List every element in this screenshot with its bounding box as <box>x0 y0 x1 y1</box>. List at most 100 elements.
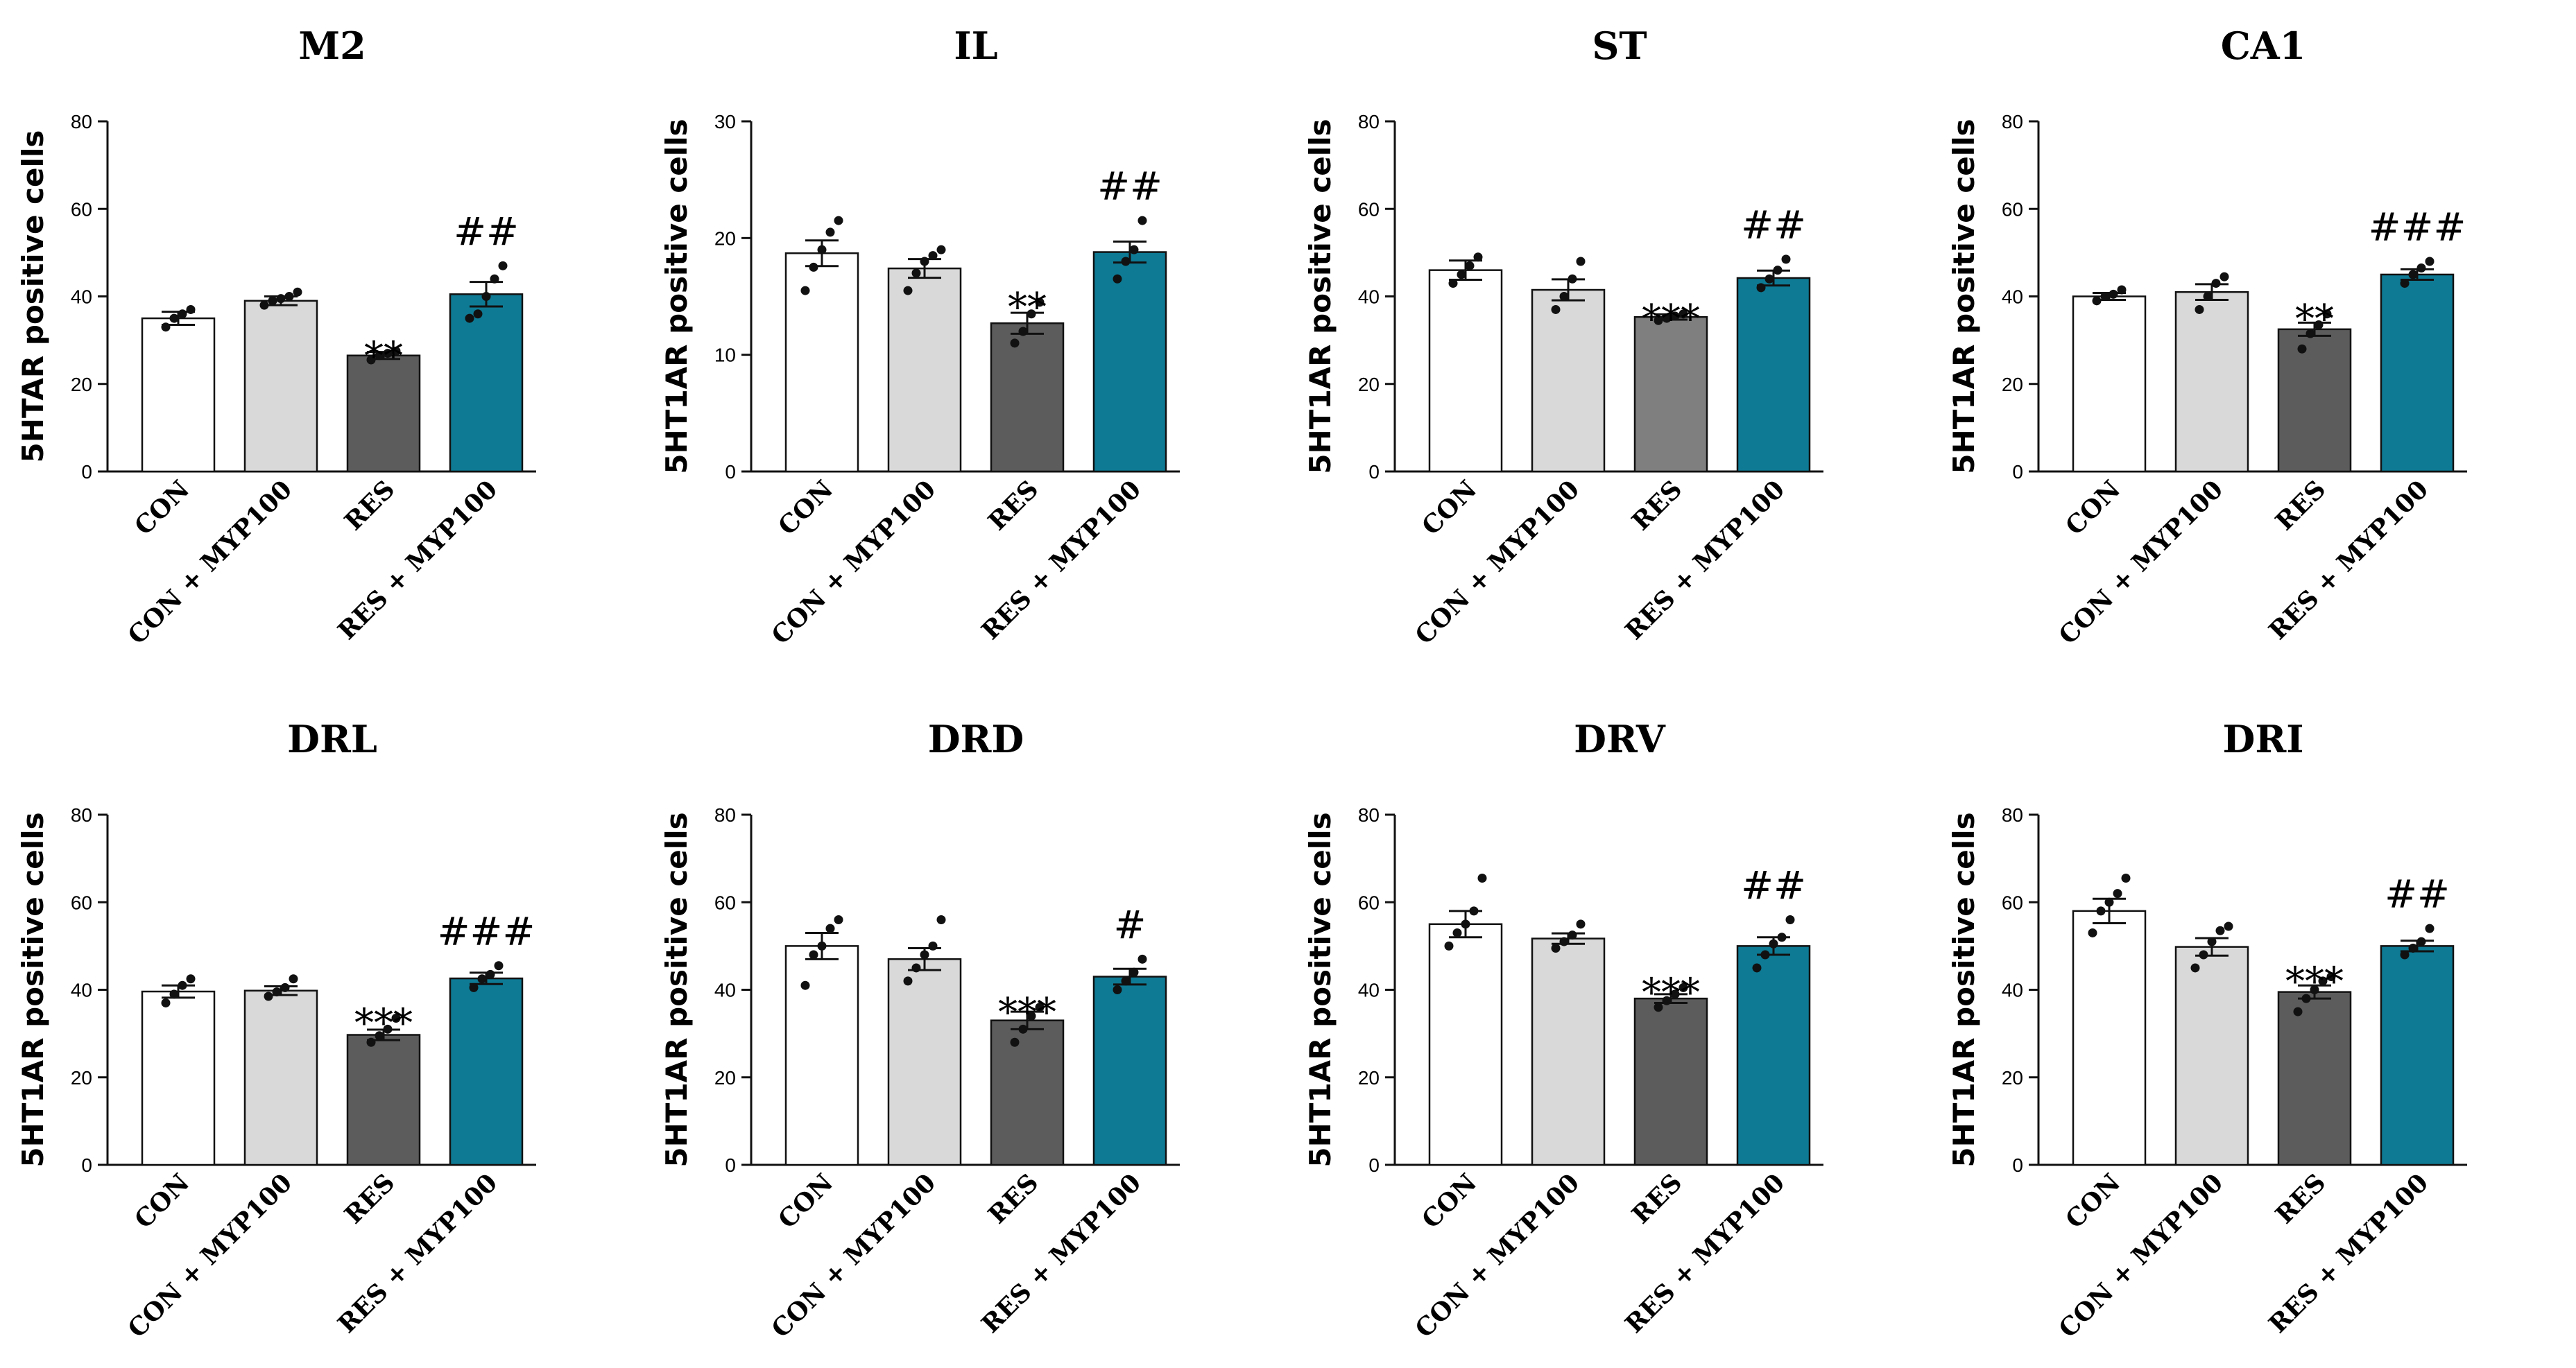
y-tick-label: 0 <box>2012 1154 2023 1176</box>
data-point <box>1785 915 1795 924</box>
y-tick-label: 30 <box>714 111 736 132</box>
data-point <box>1121 257 1131 266</box>
data-point <box>1678 982 1688 992</box>
data-point <box>1678 309 1688 319</box>
bar-con-myp100 <box>243 989 318 1166</box>
data-point <box>383 1024 393 1034</box>
y-tick-label: 20 <box>714 1067 736 1089</box>
data-point <box>2408 270 2418 279</box>
data-point <box>825 227 835 237</box>
data-point <box>809 950 818 960</box>
x-tick-label: RES <box>1626 1168 1688 1230</box>
data-point <box>465 313 474 323</box>
y-tick-label: 40 <box>71 980 92 1001</box>
data-point <box>1777 933 1787 942</box>
bar-con <box>1428 923 1503 1166</box>
data-point <box>477 974 487 984</box>
bar-con-myp100 <box>887 958 962 1166</box>
y-tick-label: 60 <box>1358 892 1380 913</box>
bar-con-myp100 <box>2174 291 2249 473</box>
y-tick-label: 60 <box>2002 198 2023 220</box>
data-point <box>1461 919 1470 929</box>
y-axis-label: 5HT1AR positive cells <box>660 119 694 474</box>
bar-res <box>1633 315 1708 473</box>
data-point <box>161 998 171 1007</box>
data-point <box>2293 1007 2303 1016</box>
data-point <box>1781 254 1791 264</box>
y-tick-label: 40 <box>1358 980 1380 1001</box>
significance-stars: *** <box>1642 297 1700 342</box>
significance-stars: ** <box>364 334 403 379</box>
data-point <box>481 292 491 301</box>
significance-stars: *** <box>354 1001 413 1046</box>
data-point <box>825 924 835 933</box>
data-point <box>1018 327 1028 336</box>
data-point <box>1113 985 1122 994</box>
data-point <box>289 974 298 984</box>
bar-con <box>1428 269 1503 473</box>
data-point <box>903 976 913 986</box>
x-tick-label: CON <box>129 1168 195 1234</box>
data-point <box>2219 272 2229 282</box>
data-point <box>2425 924 2435 933</box>
data-point <box>2203 292 2213 301</box>
data-point <box>817 941 827 951</box>
x-tick-label: RES <box>339 475 401 537</box>
data-point <box>375 351 384 361</box>
bar-res-myp100 <box>1092 976 1167 1166</box>
bar-res-myp100 <box>1736 945 1811 1166</box>
data-point <box>1477 874 1487 883</box>
data-point <box>259 300 269 310</box>
y-tick-label: 0 <box>1368 461 1380 483</box>
x-tick-label: RES <box>983 475 1045 537</box>
data-point <box>1662 996 1672 1005</box>
y-tick-label: 80 <box>1358 804 1380 826</box>
data-point <box>391 1014 401 1023</box>
data-point <box>490 274 499 284</box>
y-tick-label: 60 <box>2002 892 2023 913</box>
data-point <box>473 309 483 319</box>
y-tick-label: 80 <box>71 804 92 826</box>
significance-hash: ## <box>454 209 519 254</box>
y-tick-label: 20 <box>71 374 92 395</box>
data-point <box>2199 950 2208 960</box>
bar-res-myp100 <box>1736 277 1811 473</box>
data-point <box>1670 989 1680 999</box>
data-point <box>498 261 508 270</box>
data-point <box>178 309 187 319</box>
data-point <box>2416 263 2426 272</box>
data-point <box>1129 245 1139 254</box>
data-point <box>809 262 818 272</box>
y-axis-label: 5HT1AR positive cells <box>16 812 50 1167</box>
y-tick-label: 20 <box>714 227 736 249</box>
data-point <box>2310 985 2319 994</box>
data-point <box>2100 292 2110 301</box>
data-point <box>1764 274 1774 284</box>
data-point <box>1473 252 1483 262</box>
data-point <box>178 980 187 990</box>
data-point <box>1568 274 1577 284</box>
significance-stars: ** <box>1008 285 1047 330</box>
chart-title: DRV <box>1574 717 1666 761</box>
data-point <box>161 322 171 332</box>
data-point <box>1010 338 1020 348</box>
data-point <box>1121 976 1131 986</box>
data-point <box>293 287 302 297</box>
data-point <box>1129 967 1139 977</box>
y-tick-label: 80 <box>1358 111 1380 132</box>
data-point <box>1773 266 1783 275</box>
data-point <box>494 961 504 971</box>
bar-res-myp100 <box>1092 251 1167 473</box>
data-point <box>1452 928 1462 937</box>
data-point <box>1465 261 1475 270</box>
significance-hash: ## <box>2385 872 2450 917</box>
data-point <box>1137 954 1147 964</box>
data-point <box>391 346 401 356</box>
data-point <box>2224 921 2233 931</box>
